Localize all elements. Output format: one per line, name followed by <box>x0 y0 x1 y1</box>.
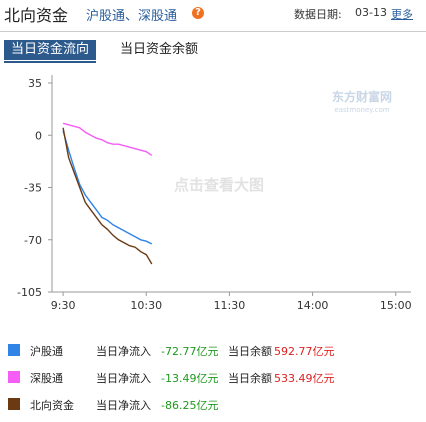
more-link[interactable]: 更多 <box>391 8 413 21</box>
legend-name: 沪股通 <box>30 345 63 358</box>
x-tick-label: 14:00 <box>297 299 329 312</box>
balance-label: 当日余额 <box>228 372 272 385</box>
date: 03-13 <box>355 6 387 19</box>
chart[interactable]: 东方财富网 eastmoney.com 点击查看大图 35 0 -35 -70 -105 9:3… <box>0 66 426 320</box>
y-tick-label: 35 <box>28 77 42 90</box>
balance-value: 533.49亿元 <box>274 372 335 385</box>
x-tick-label: 9:30 <box>51 299 76 312</box>
inflow-value: -72.77亿元 <box>161 345 219 358</box>
tab-active[interactable]: 当日资金流向 <box>4 40 96 60</box>
inflow-value: -86.25亿元 <box>161 399 219 412</box>
legend-swatch[interactable] <box>8 398 20 410</box>
inflow-label: 当日净流入 <box>96 345 151 358</box>
watermark: 东方财富网 <box>332 89 392 104</box>
tab-underline <box>4 61 96 63</box>
series-line <box>62 130 153 245</box>
y-tick-label: -105 <box>17 286 42 299</box>
inflow-label: 当日净流入 <box>96 372 151 385</box>
legend-swatch[interactable] <box>8 344 20 356</box>
tab[interactable]: 当日资金余额 <box>120 42 199 57</box>
subtitle[interactable]: 沪股通、深股通 <box>86 9 178 24</box>
inflow-label: 当日净流入 <box>96 399 151 412</box>
overlay-text: 点击查看大图 <box>174 176 264 194</box>
balance-value: 592.77亿元 <box>274 345 335 358</box>
balance-label: 当日余额 <box>228 345 272 358</box>
x-tick-label: 10:30 <box>130 299 162 312</box>
y-tick-label: -70 <box>24 234 42 247</box>
title: 北向资金 <box>4 6 69 25</box>
x-tick-label: 15:00 <box>380 299 412 312</box>
series-line <box>62 127 153 265</box>
inflow-value: -13.49亿元 <box>161 372 219 385</box>
watermark-sub: eastmoney.com <box>334 106 389 114</box>
y-tick-label: -35 <box>24 182 42 195</box>
x-tick-label: 11:30 <box>214 299 246 312</box>
date-label: 数据日期: <box>294 8 342 21</box>
legend-name: 深股通 <box>30 372 63 385</box>
y-tick-label: 0 <box>35 129 42 142</box>
series-line <box>62 122 153 156</box>
divider <box>0 31 426 32</box>
legend-swatch[interactable] <box>8 371 20 383</box>
help-icon[interactable]: ? <box>192 7 204 19</box>
legend-name: 北向资金 <box>30 399 74 412</box>
